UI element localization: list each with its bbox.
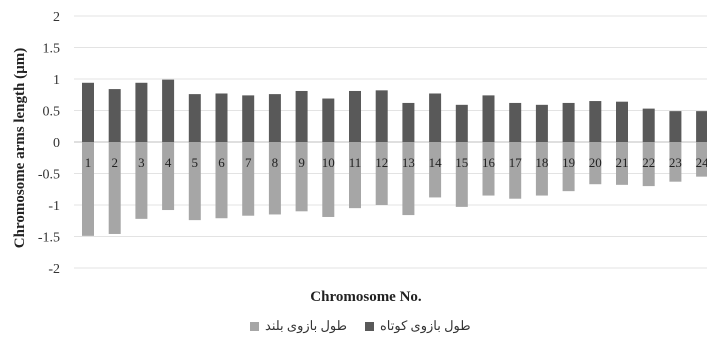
y-tick-label: -1 [48,199,60,214]
bar-long-arm [215,142,228,219]
bar-short-arm [322,98,335,142]
bar-long-arm [295,142,308,212]
bar-long-arm [535,142,548,196]
bar-short-arm [242,95,255,142]
y-tick-label: 1.5 [43,42,61,57]
category-label: 2 [111,155,118,170]
bar-long-arm [322,142,335,217]
category-label: 16 [482,155,496,170]
category-label: 24 [696,155,707,170]
category-label: 8 [272,155,279,170]
bar-short-arm [108,89,121,142]
category-label: 9 [298,155,305,170]
legend-item-long-arm: طول بازوی بلند [250,318,347,334]
y-tick-label: -0.5 [38,168,60,183]
bar-long-arm [82,142,94,236]
bar-short-arm [429,93,442,142]
category-label: 14 [429,155,443,170]
bar-long-arm [162,142,175,211]
category-label: 21 [616,155,629,170]
bar-long-arm [616,142,628,185]
bar-short-arm [535,104,548,142]
category-label: 15 [455,155,468,170]
category-label: 20 [589,155,602,170]
bar-short-arm [215,93,228,142]
category-label: 3 [138,155,145,170]
bar-short-arm [455,104,468,142]
bar-long-arm [562,142,575,192]
bar-long-arm [135,142,148,219]
bar-long-arm [642,142,655,187]
bar-long-arm [375,142,388,205]
y-tick-label: -2 [48,262,60,277]
category-labels: 1 2 3 4 5 6 7 8 9 10 11 12 13 14 15 16 17 18 19 20 21 22 23 24 [85,155,707,170]
bar-long-arm [509,142,522,199]
bar-long-arm [108,142,121,234]
bar-long-arm [429,142,442,198]
category-label: 23 [669,155,682,170]
bar-short-arm [295,90,308,142]
bar-long-arm [482,142,495,196]
gridlines [74,15,707,269]
legend-swatch-long-arm [250,321,259,331]
bar-long-arm [242,142,255,216]
category-label: 13 [402,155,415,170]
bar-short-arm [562,102,575,142]
bar-short-arm [642,108,655,142]
category-label: 22 [642,155,655,170]
category-label: 10 [322,155,335,170]
legend-label-short-arm: طول بازوی کوتاه [380,318,471,333]
y-tick-label: 0 [53,136,60,151]
bar-long-arm [589,142,602,185]
category-label: 12 [375,155,388,170]
category-label: 7 [245,155,252,170]
bar-short-arm [162,79,175,142]
bars-group [82,79,707,236]
y-tick-label: 2 [53,10,60,25]
y-tick-labels: -2 -1.5 -1 -0.5 0 0.5 1 1.5 2 [38,10,60,277]
category-label: 5 [192,155,199,170]
legend-label-long-arm: طول بازوی بلند [265,318,347,333]
y-tick-label: 1 [53,73,60,88]
bar-long-arm [669,142,682,182]
bar-long-arm [349,142,361,209]
bar-short-arm [82,82,94,142]
bar-short-arm [589,101,602,142]
category-label: 17 [509,155,523,170]
legend-item-short-arm: طول بازوی کوتاه [365,318,471,334]
legend: طول بازوی بلند طول بازوی کوتاه [250,318,471,334]
bar-short-arm [135,82,148,142]
bar-short-arm [509,102,522,142]
category-label: 6 [218,155,225,170]
bar-long-arm [696,142,707,177]
legend-swatch-short-arm [365,321,374,331]
bar-long-arm [455,142,468,207]
category-label: 11 [349,155,362,170]
category-label: 4 [165,155,172,170]
y-tick-label: 0.5 [43,105,61,120]
category-label: 18 [535,155,548,170]
x-axis-label: Chromosome No. [310,289,422,305]
bar-long-arm [188,142,201,221]
category-label: 1 [85,155,92,170]
bar-short-arm [482,95,495,142]
bar-short-arm [402,102,415,142]
bar-short-arm [349,90,361,142]
bar-short-arm [375,90,388,142]
y-axis-label: Chromosome arms length (µm) [12,48,28,248]
bar-short-arm [669,111,682,142]
bar-short-arm [696,111,707,142]
bar-short-arm [188,94,201,142]
category-label: 19 [562,155,575,170]
y-tick-label: -1.5 [38,231,60,246]
bar-long-arm [268,142,281,215]
bar-long-arm [402,142,415,216]
bar-short-arm [268,94,281,142]
bar-short-arm [616,101,628,142]
